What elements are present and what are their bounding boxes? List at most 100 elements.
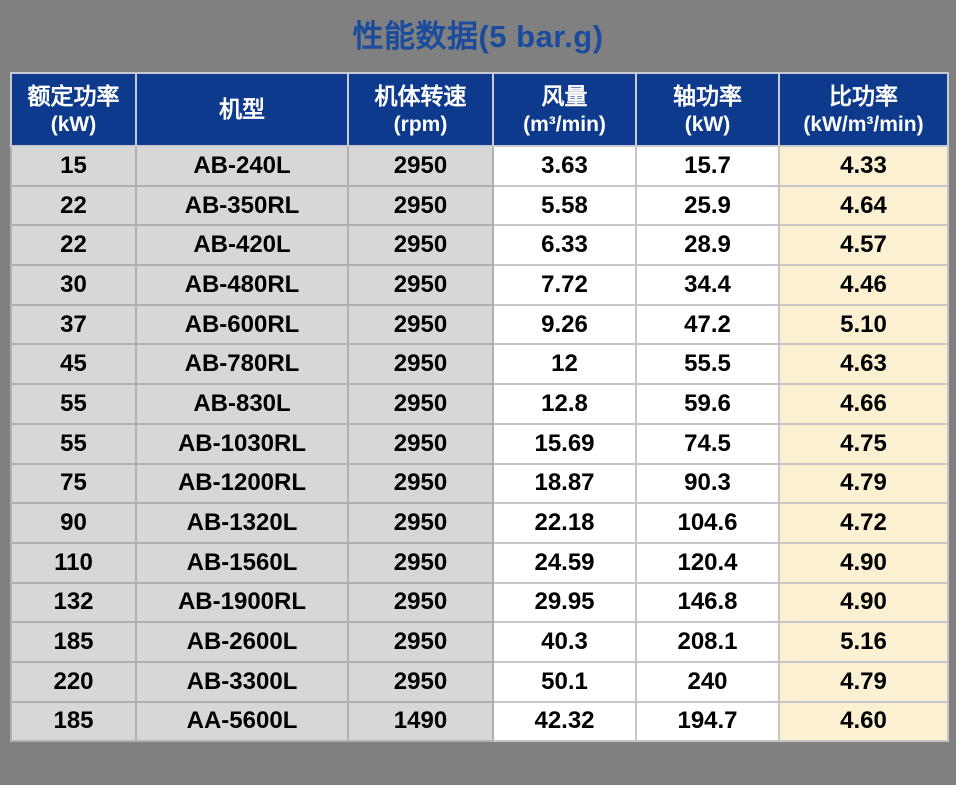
table-cell: 28.9 bbox=[635, 224, 780, 267]
table-cell: 1490 bbox=[347, 700, 494, 743]
table-cell: 55 bbox=[10, 383, 137, 425]
table-cell: 4.66 bbox=[778, 383, 949, 425]
table-cell: AB-1320L bbox=[135, 502, 349, 544]
table-cell: 40.3 bbox=[492, 621, 637, 663]
table-header-row: 额定功率 (kW) 机型 机体转速 (rpm) 风量 (m³/min) 轴功率 … bbox=[10, 72, 949, 147]
table-cell: 2950 bbox=[347, 224, 494, 267]
header-airflow: 风量 (m³/min) bbox=[492, 72, 637, 147]
table-cell: 59.6 bbox=[635, 383, 780, 425]
header-label: 风量 bbox=[541, 82, 588, 109]
header-speed: 机体转速 (rpm) bbox=[347, 72, 494, 147]
table-cell: 2950 bbox=[347, 660, 494, 703]
table-cell: 45 bbox=[10, 343, 137, 386]
header-label: 轴功率 bbox=[673, 82, 742, 109]
table-cell: AB-600RL bbox=[135, 303, 349, 346]
table-cell: 6.33 bbox=[492, 224, 637, 267]
table-row: 22 AB-420L 2950 6.33 28.9 4.57 bbox=[10, 224, 949, 267]
table-row: 220 AB-3300L 2950 50.1 240 4.79 bbox=[10, 660, 949, 703]
table-cell: 2950 bbox=[347, 422, 494, 465]
table-cell: AB-480RL bbox=[135, 264, 349, 306]
table-cell: 12.8 bbox=[492, 383, 637, 425]
table-row: 55 AB-1030RL 2950 15.69 74.5 4.75 bbox=[10, 422, 949, 465]
table-cell: 9.26 bbox=[492, 303, 637, 346]
header-unit: (rpm) bbox=[393, 112, 448, 136]
table-cell: 37 bbox=[10, 303, 137, 346]
table-cell: 4.46 bbox=[778, 264, 949, 306]
table-cell: 12 bbox=[492, 343, 637, 386]
table-cell: 4.75 bbox=[778, 422, 949, 465]
table-cell: 2950 bbox=[347, 343, 494, 386]
table-row: 90 AB-1320L 2950 22.18 104.6 4.72 bbox=[10, 502, 949, 544]
header-unit: (kW) bbox=[684, 112, 731, 136]
table-cell: 2950 bbox=[347, 581, 494, 624]
table-cell: AB-240L bbox=[135, 145, 349, 187]
header-model: 机型 bbox=[135, 72, 349, 147]
table-cell: AB-350RL bbox=[135, 184, 349, 227]
table-cell: 34.4 bbox=[635, 264, 780, 306]
table-cell: 18.87 bbox=[492, 462, 637, 505]
header-unit: (kW/m³/min) bbox=[803, 112, 924, 136]
table-cell: 194.7 bbox=[635, 700, 780, 743]
table-cell: 74.5 bbox=[635, 422, 780, 465]
table-cell: 220 bbox=[10, 660, 137, 703]
table-cell: 90 bbox=[10, 502, 137, 544]
header-specific-power: 比功率 (kW/m³/min) bbox=[778, 72, 949, 147]
table-cell: AB-2600L bbox=[135, 621, 349, 663]
table-cell: AB-1560L bbox=[135, 541, 349, 584]
table-cell: 4.64 bbox=[778, 184, 949, 227]
table-row: 45 AB-780RL 2950 12 55.5 4.63 bbox=[10, 343, 949, 386]
header-unit: (kW) bbox=[50, 112, 97, 136]
table-cell: 2950 bbox=[347, 184, 494, 227]
table-cell: 2950 bbox=[347, 303, 494, 346]
table-cell: 5.16 bbox=[778, 621, 949, 663]
table-cell: 5.10 bbox=[778, 303, 949, 346]
table-cell: 5.58 bbox=[492, 184, 637, 227]
header-label: 机体转速 bbox=[374, 82, 467, 109]
table-cell: 2950 bbox=[347, 502, 494, 544]
table-cell: AB-3300L bbox=[135, 660, 349, 703]
table-row: 22 AB-350RL 2950 5.58 25.9 4.64 bbox=[10, 184, 949, 227]
page-title: 性能数据(5 bar.g) bbox=[352, 19, 604, 54]
table-cell: 22 bbox=[10, 224, 137, 267]
table-cell: 4.79 bbox=[778, 660, 949, 703]
header-rated-power: 额定功率 (kW) bbox=[10, 72, 137, 147]
table-cell: 75 bbox=[10, 462, 137, 505]
table-body: 15 AB-240L 2950 3.63 15.7 4.33 22 AB-350RL 2950 5… bbox=[10, 145, 949, 743]
table-cell: AB-1200RL bbox=[135, 462, 349, 505]
table-cell: 50.1 bbox=[492, 660, 637, 703]
table-cell: AB-1030RL bbox=[135, 422, 349, 465]
table-cell: AB-420L bbox=[135, 224, 349, 267]
table-cell: 4.60 bbox=[778, 700, 949, 743]
table-cell: 4.90 bbox=[778, 581, 949, 624]
table-cell: 146.8 bbox=[635, 581, 780, 624]
table-cell: 132 bbox=[10, 581, 137, 624]
table-cell: AA-5600L bbox=[135, 700, 349, 743]
table-cell: 24.59 bbox=[492, 541, 637, 584]
table-row: 75 AB-1200RL 2950 18.87 90.3 4.79 bbox=[10, 462, 949, 505]
table-cell: 110 bbox=[10, 541, 137, 584]
table-row: 30 AB-480RL 2950 7.72 34.4 4.46 bbox=[10, 264, 949, 306]
header-label: 额定功率 bbox=[27, 82, 120, 109]
header-label: 比功率 bbox=[829, 82, 898, 109]
table-cell: 90.3 bbox=[635, 462, 780, 505]
table-cell: 7.72 bbox=[492, 264, 637, 306]
table-cell: 104.6 bbox=[635, 502, 780, 544]
table-cell: 2950 bbox=[347, 621, 494, 663]
table-cell: AB-1900RL bbox=[135, 581, 349, 624]
table-cell: 2950 bbox=[347, 541, 494, 584]
table-cell: 22 bbox=[10, 184, 137, 227]
header-shaft-power: 轴功率 (kW) bbox=[635, 72, 780, 147]
header-unit: (m³/min) bbox=[523, 112, 606, 136]
table-cell: 22.18 bbox=[492, 502, 637, 544]
table-cell: AB-780RL bbox=[135, 343, 349, 386]
table-cell: 2950 bbox=[347, 462, 494, 505]
table-row: 110 AB-1560L 2950 24.59 120.4 4.90 bbox=[10, 541, 949, 584]
table-cell: 185 bbox=[10, 700, 137, 743]
table-cell: 15.69 bbox=[492, 422, 637, 465]
table-cell: 3.63 bbox=[492, 145, 637, 187]
table-cell: 4.33 bbox=[778, 145, 949, 187]
table-cell: 4.90 bbox=[778, 541, 949, 584]
table-cell: 4.63 bbox=[778, 343, 949, 386]
table-cell: 47.2 bbox=[635, 303, 780, 346]
table-cell: 30 bbox=[10, 264, 137, 306]
